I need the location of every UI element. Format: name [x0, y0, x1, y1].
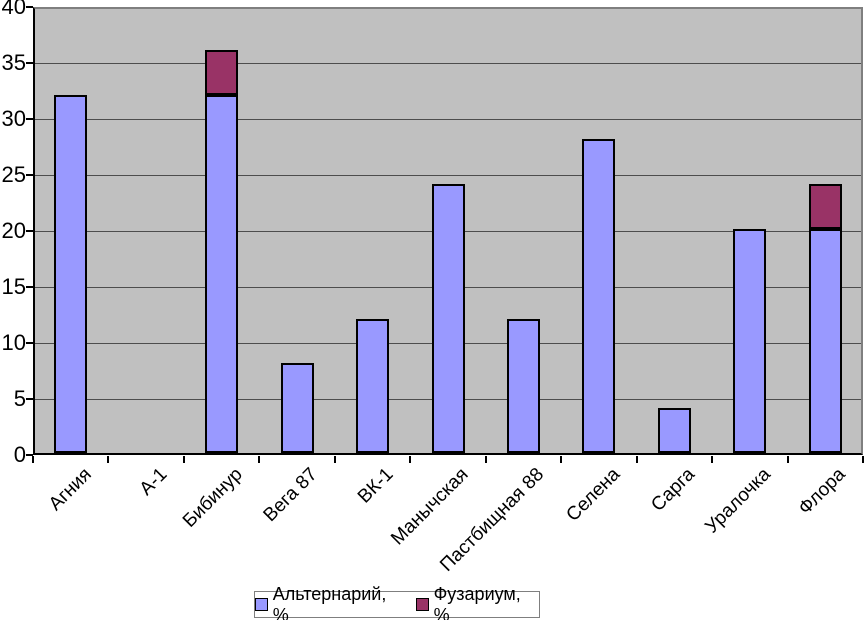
bar-segment: [809, 184, 842, 229]
legend: Альтернарий, % Фузариум, %: [254, 584, 540, 620]
x-axis-category-label: Флора: [795, 464, 851, 520]
bar-segment: [281, 363, 314, 453]
x-axis-category-label: ВК-1: [353, 464, 398, 508]
legend-item: Фузариум, %: [415, 583, 539, 620]
bar-segment: [205, 95, 238, 453]
x-axis-tick: [107, 456, 109, 463]
y-axis-tick: [26, 286, 33, 288]
x-axis-category-label: Бибинур: [178, 464, 247, 532]
x-axis-category-label: Вега 87: [259, 464, 322, 527]
y-axis-tick: [26, 454, 33, 456]
y-axis-tick: [26, 62, 33, 64]
y-axis-tick-label: 40: [1, 0, 26, 19]
y-axis-tick-label: 25: [1, 162, 26, 187]
y-axis-tick: [26, 118, 33, 120]
legend-swatch: [415, 598, 429, 611]
x-axis-tick: [258, 456, 260, 463]
x-axis-category-label: Селена: [561, 464, 624, 526]
gridline: [35, 119, 861, 120]
bar-segment: [432, 184, 465, 453]
bar-segment: [733, 229, 766, 453]
legend-label: Альтернарий, %: [272, 583, 387, 620]
legend-item: Альтернарий, %: [255, 584, 404, 620]
y-axis-tick: [26, 6, 33, 8]
x-axis-tick: [862, 456, 864, 463]
y-axis-tick: [26, 398, 33, 400]
y-axis-tick-label: 30: [1, 106, 26, 131]
x-axis-category-label: А-1: [135, 464, 172, 500]
bar-segment: [356, 319, 389, 453]
bar-segment: [658, 408, 691, 453]
x-axis-tick: [711, 456, 713, 463]
y-axis-tick-label: 0: [13, 442, 26, 467]
y-axis-tick-label: 5: [13, 386, 26, 411]
x-axis-category-label: Уралочка: [701, 464, 775, 538]
x-axis-tick: [409, 456, 411, 463]
gridline: [35, 63, 861, 64]
y-axis-tick-label: 15: [1, 274, 26, 299]
bar-segment: [507, 319, 540, 453]
x-axis-tick: [32, 456, 34, 463]
y-axis-tick: [26, 342, 33, 344]
legend-swatch: [255, 598, 268, 611]
plot-area: [33, 7, 863, 455]
bar-segment: [205, 50, 238, 95]
x-axis-tick: [334, 456, 336, 463]
x-axis-category-label: Сарга: [647, 464, 700, 516]
y-axis-tick: [26, 230, 33, 232]
x-axis-tick: [560, 456, 562, 463]
gridline: [35, 175, 861, 176]
x-axis-tick: [183, 456, 185, 463]
x-axis-tick: [636, 456, 638, 463]
y-axis-tick-label: 20: [1, 218, 26, 243]
bar-segment: [809, 229, 842, 453]
y-axis-tick-label: 35: [1, 50, 26, 75]
legend-label: Фузариум, %: [433, 583, 521, 620]
x-axis-tick: [485, 456, 487, 463]
bar-segment: [582, 139, 615, 453]
y-axis-tick: [26, 174, 33, 176]
y-axis-tick-label: 10: [1, 330, 26, 355]
x-axis-category-label: Агния: [44, 464, 96, 515]
x-axis-tick: [787, 456, 789, 463]
bar-segment: [54, 95, 87, 453]
